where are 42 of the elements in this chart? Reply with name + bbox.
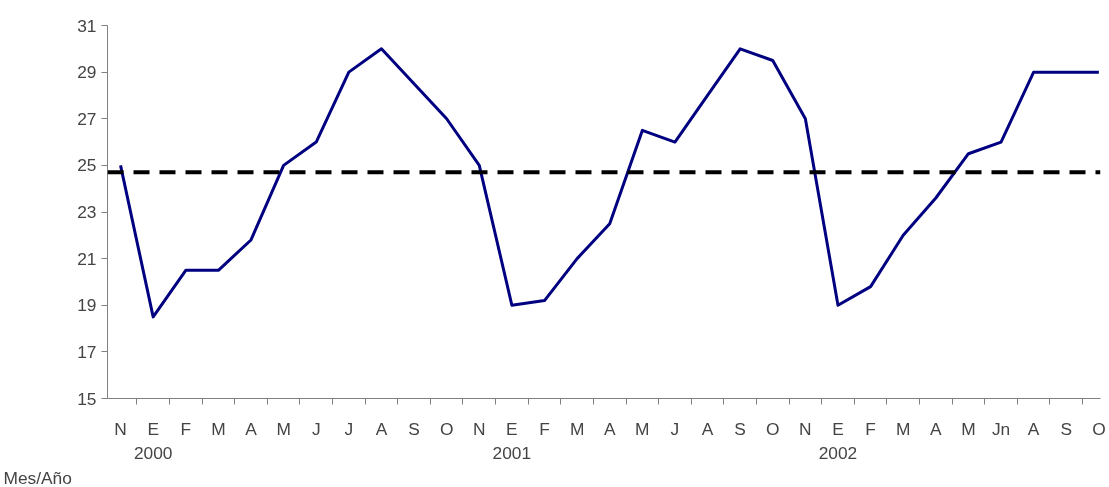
x-tick-label: O — [766, 418, 780, 439]
x-tick-label: E 2000 — [133, 418, 173, 463]
x-tick-label: F — [180, 418, 192, 439]
x-tick-label: M — [895, 418, 911, 439]
y-tick-label: 25 — [77, 155, 97, 176]
x-tick-label: F — [539, 418, 550, 439]
y-tick-label: 27 — [77, 108, 97, 129]
y-tick-label: 29 — [77, 62, 97, 83]
x-tick-label: A — [375, 418, 388, 439]
x-tick-label: O — [439, 418, 454, 439]
x-tick-label: F — [865, 418, 876, 439]
x-tick-label: S — [1060, 418, 1073, 439]
y-tick-label: 15 — [77, 388, 97, 409]
x-tick-label: N — [473, 418, 486, 439]
y-tick-label: 17 — [77, 341, 97, 362]
x-tick-label: E 2002 — [818, 418, 858, 463]
x-tick-label: A — [245, 418, 258, 439]
y-tick-label: 23 — [77, 202, 97, 222]
x-tick-label: M — [635, 418, 650, 439]
y-tick-label: 21 — [77, 248, 97, 269]
x-tick-label: M — [569, 418, 585, 439]
x-tick-label: J — [311, 418, 321, 439]
x-tick-label: A — [930, 418, 943, 439]
y-tick-label: 31 — [77, 15, 97, 36]
x-tick-label: J — [344, 418, 354, 439]
x-axis-title: Mes/Año — [3, 467, 72, 487]
y-tick-label: 19 — [77, 295, 97, 316]
x-tick-label: S — [408, 418, 420, 439]
x-tick-label: A — [701, 418, 714, 439]
x-tick-label: M — [211, 418, 226, 439]
x-tick-label: A — [603, 418, 616, 439]
x-tick-label: A — [1027, 418, 1040, 439]
x-tick-label: N — [799, 418, 812, 439]
x-tick-label: E 2001 — [492, 418, 532, 463]
x-tick-label: S — [734, 418, 746, 439]
x-tick-label: M — [961, 418, 976, 439]
x-tick-label: O — [1092, 418, 1106, 439]
line-series — [119, 47, 1101, 319]
x-tick-label: J — [670, 418, 680, 439]
x-tick-label: M — [276, 418, 291, 439]
x-tick-label: Jn — [991, 418, 1011, 439]
x-tick-label: N — [114, 418, 127, 439]
